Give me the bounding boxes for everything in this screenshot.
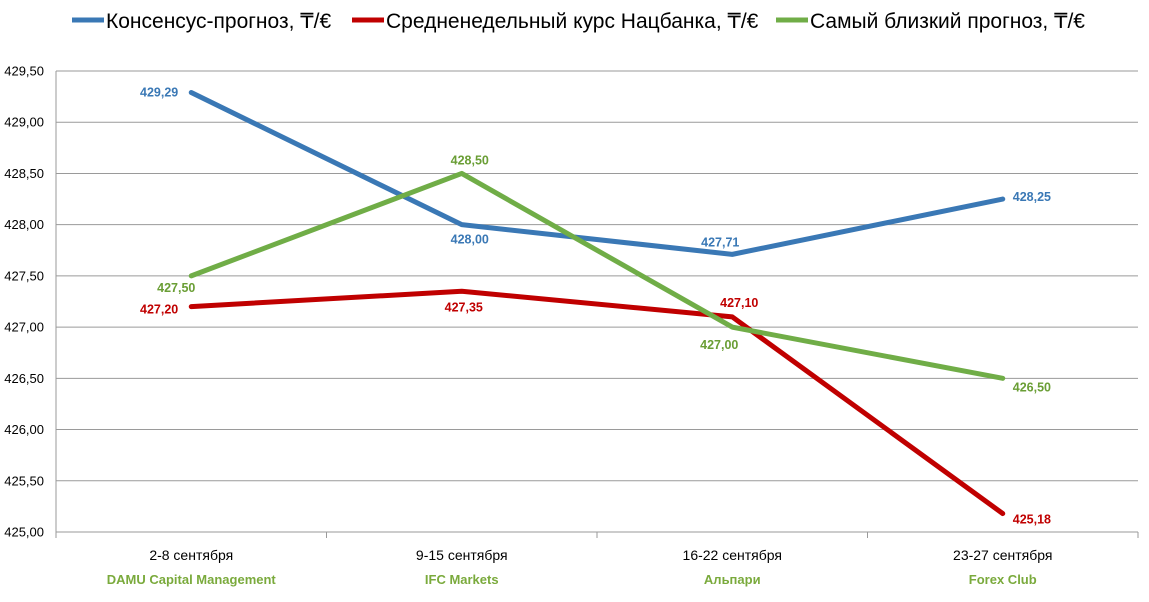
x-subcategory-label: IFC Markets (425, 572, 499, 587)
y-tick-label: 425,50 (4, 473, 44, 488)
x-subcategory-label: DAMU Capital Management (107, 572, 277, 587)
data-label: 427,35 (445, 300, 483, 314)
x-axis: 2-8 сентября DAMU Capital Management 9-15 … (55, 531, 1139, 587)
x-subcategory-label: Forex Club (969, 572, 1037, 587)
legend-entry: Самый близкий прогноз, ₸/€ (810, 10, 1085, 33)
series-line (188, 170, 1006, 381)
y-tick-label: 426,50 (4, 371, 44, 386)
y-tick-label: 425,00 (4, 525, 44, 540)
y-tick-label: 427,50 (4, 268, 44, 283)
x-subcategory-label: Альпари (704, 572, 761, 587)
gridlines (56, 70, 1138, 533)
y-tick-label: 429,50 (4, 64, 44, 79)
x-category-label: 9-15 сентября (416, 547, 508, 563)
legend-entry: Средненедельный курс Нацбанка, ₸/€ (386, 10, 759, 33)
series-lines (188, 90, 1006, 517)
legend-entry: Консенсус-прогноз, ₸/€ (106, 10, 331, 33)
data-label: 427,00 (700, 338, 738, 352)
y-tick-label: 428,00 (4, 217, 44, 232)
data-label: 426,50 (1013, 380, 1051, 394)
data-label: 427,50 (157, 281, 195, 295)
series-line (188, 288, 1006, 517)
data-label: 428,25 (1013, 190, 1051, 204)
y-tick-label: 427,00 (4, 320, 44, 335)
y-tick-label: 428,50 (4, 166, 44, 181)
data-labels: 429,29 428,00 427,71 428,25 427,20 427,35 427,… (140, 86, 1051, 527)
data-label: 427,71 (701, 235, 739, 249)
data-label: 429,29 (140, 86, 178, 100)
y-axis: 429,50 429,00 428,50 428,00 427,50 427,00 426,… (4, 64, 57, 540)
y-tick-label: 426,00 (4, 422, 44, 437)
y-tick-label: 429,00 (4, 115, 44, 130)
x-category-label: 2-8 сентября (149, 547, 233, 563)
x-category-label: 23-27 сентября (953, 547, 1052, 563)
legend: Консенсус-прогноз, ₸/€ Средненедельный ку… (72, 10, 1085, 33)
data-label: 427,10 (720, 296, 758, 310)
data-label: 428,00 (451, 233, 489, 247)
data-label: 427,20 (140, 303, 178, 317)
x-category-label: 16-22 сентября (683, 547, 782, 563)
data-label: 428,50 (451, 153, 489, 167)
data-label: 425,18 (1013, 513, 1051, 527)
series-line (188, 90, 1006, 257)
